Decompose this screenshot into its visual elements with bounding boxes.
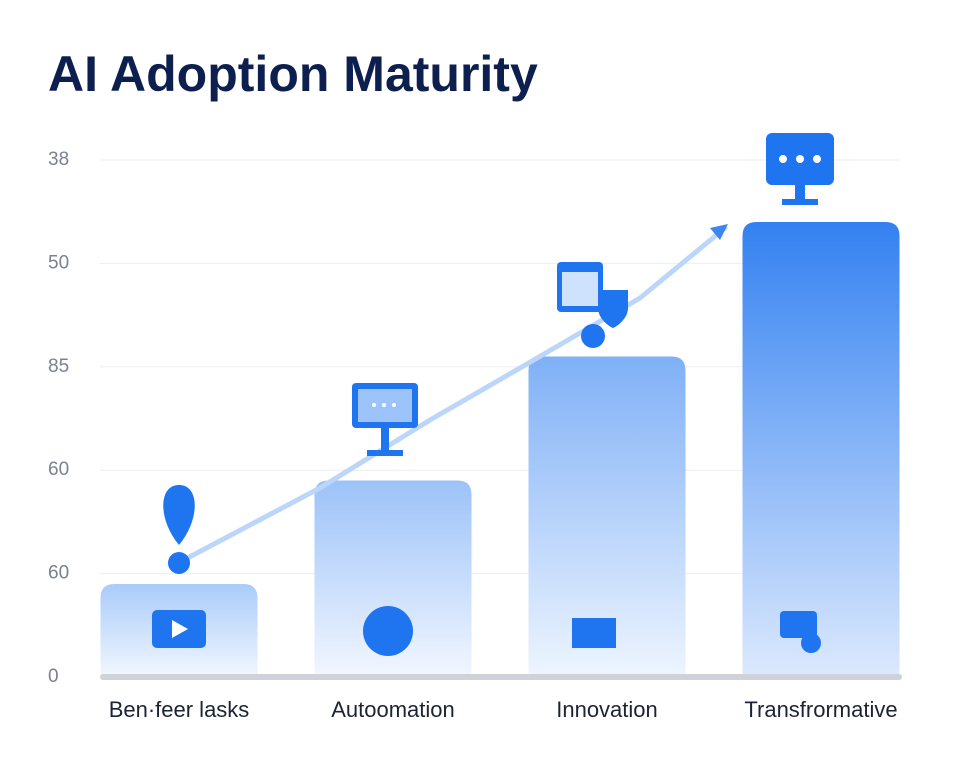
x-tick-label: Transfrormative (744, 697, 897, 722)
chart-title: AI Adoption Maturity (48, 46, 538, 102)
y-tick-label: 85 (48, 356, 69, 377)
bar (528, 356, 686, 677)
baseline (100, 674, 902, 680)
bar (314, 480, 472, 677)
y-tick-label: 0 (48, 666, 59, 687)
x-tick-label: Innovation (556, 697, 658, 722)
y-tick-label: 50 (48, 252, 69, 273)
trend-line (177, 225, 728, 565)
y-tick-label: 60 (48, 563, 69, 584)
icon-details (372, 155, 821, 407)
icons (152, 133, 834, 656)
bar (742, 222, 900, 678)
x-tick-label: Autoomation (331, 697, 455, 722)
trend-arrow (710, 224, 728, 240)
y-tick-label: 38 (48, 149, 69, 170)
x-tick-label: Ben·feer lasks (109, 697, 250, 722)
y-tick-label: 60 (48, 459, 69, 480)
bars (100, 222, 900, 678)
